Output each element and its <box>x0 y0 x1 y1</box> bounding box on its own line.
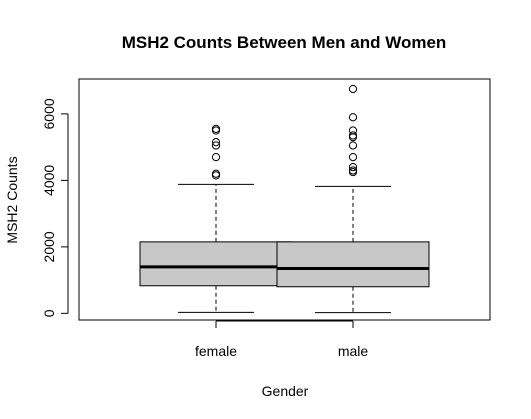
y-axis-label: MSH2 Counts <box>4 156 20 243</box>
boxes <box>139 84 430 314</box>
y-axis: 0 2000 4000 6000 <box>41 98 69 317</box>
outlier-point <box>348 133 358 142</box>
x-axis: female male <box>195 320 369 359</box>
outlier-point <box>348 113 358 122</box>
outlier-point <box>348 84 358 94</box>
x-axis-label: Gender <box>262 383 309 399</box>
outlier-point <box>211 171 221 180</box>
box-female <box>139 124 293 313</box>
outlier-point <box>348 131 358 140</box>
outlier-point <box>211 169 221 178</box>
y-tick-label: 6000 <box>41 98 57 129</box>
x-tick-label: male <box>338 343 369 359</box>
outlier-point <box>348 126 358 135</box>
outlier-point <box>211 138 221 147</box>
outlier-point <box>211 126 221 135</box>
y-tick-label: 4000 <box>41 165 57 196</box>
iqr-box <box>139 241 293 287</box>
outlier-point <box>348 166 358 175</box>
outlier-point <box>348 153 358 162</box>
y-tick-label: 0 <box>41 309 57 317</box>
outlier-point <box>211 141 221 150</box>
chart-title: MSH2 Counts Between Men and Women <box>122 33 447 52</box>
plot-frame <box>78 78 491 321</box>
x-tick-label: female <box>195 343 237 359</box>
outlier-point <box>348 141 358 150</box>
iqr-box <box>276 241 430 288</box>
outlier-point <box>348 162 358 172</box>
outlier-point <box>211 124 221 133</box>
box-male <box>276 84 430 314</box>
outlier-point <box>211 153 221 162</box>
y-tick-label: 2000 <box>41 231 57 262</box>
